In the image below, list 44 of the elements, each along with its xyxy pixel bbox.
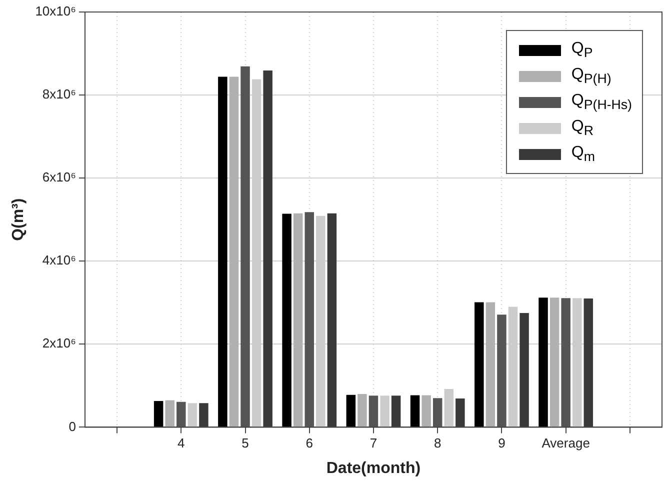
y-tick-label: 2x10⁶: [42, 336, 76, 351]
y-tick-label: 8x10⁶: [42, 86, 76, 102]
bar: [432, 398, 442, 427]
bar: [358, 394, 367, 427]
x-tick-label: 5: [242, 436, 249, 451]
y-tick-label: 10x10⁶: [35, 4, 76, 19]
legend-label: Q$_{P(H)}$: [571, 66, 612, 86]
x-tick-label: 9: [498, 436, 506, 451]
legend-label: Q$_{m}$: [571, 144, 595, 164]
bar: [165, 400, 174, 427]
bar: [282, 214, 292, 427]
bar: [410, 395, 420, 427]
legend-label: Q$_{R}$: [571, 118, 594, 138]
x-tick-label: Average: [542, 436, 590, 451]
bar: [474, 302, 484, 427]
bar: [368, 396, 378, 427]
y-tick-label: 6x10⁶: [42, 170, 76, 185]
legend-label: Q$_{P}$: [571, 40, 593, 60]
bar: [444, 389, 454, 427]
bar: [304, 212, 314, 427]
bar: [154, 401, 164, 427]
legend-label: Q$_{P(H-Hs)}$: [571, 92, 632, 112]
bar: [497, 314, 506, 427]
bar: [176, 402, 186, 427]
bar: [561, 298, 570, 427]
bar: [538, 298, 548, 427]
bar: [380, 396, 390, 427]
bar: [422, 395, 431, 427]
y-tick-label: 4x10⁶: [42, 252, 76, 268]
x-tick-label: 6: [306, 436, 313, 451]
bar: [486, 302, 496, 427]
bar: [218, 76, 228, 427]
bar: [550, 298, 560, 427]
bar: [293, 213, 303, 427]
x-tick-label: 7: [370, 436, 378, 451]
bar: [229, 76, 239, 427]
x-tick-label: 4: [178, 436, 185, 451]
bar: [346, 394, 356, 427]
y-tick-label: 0: [68, 418, 76, 434]
y-axis-title: Q(m³): [10, 198, 28, 241]
bar: [240, 66, 250, 427]
x-axis-title: Date(month): [326, 460, 421, 477]
bar: [188, 403, 198, 427]
x-tick-label: 8: [434, 436, 442, 451]
